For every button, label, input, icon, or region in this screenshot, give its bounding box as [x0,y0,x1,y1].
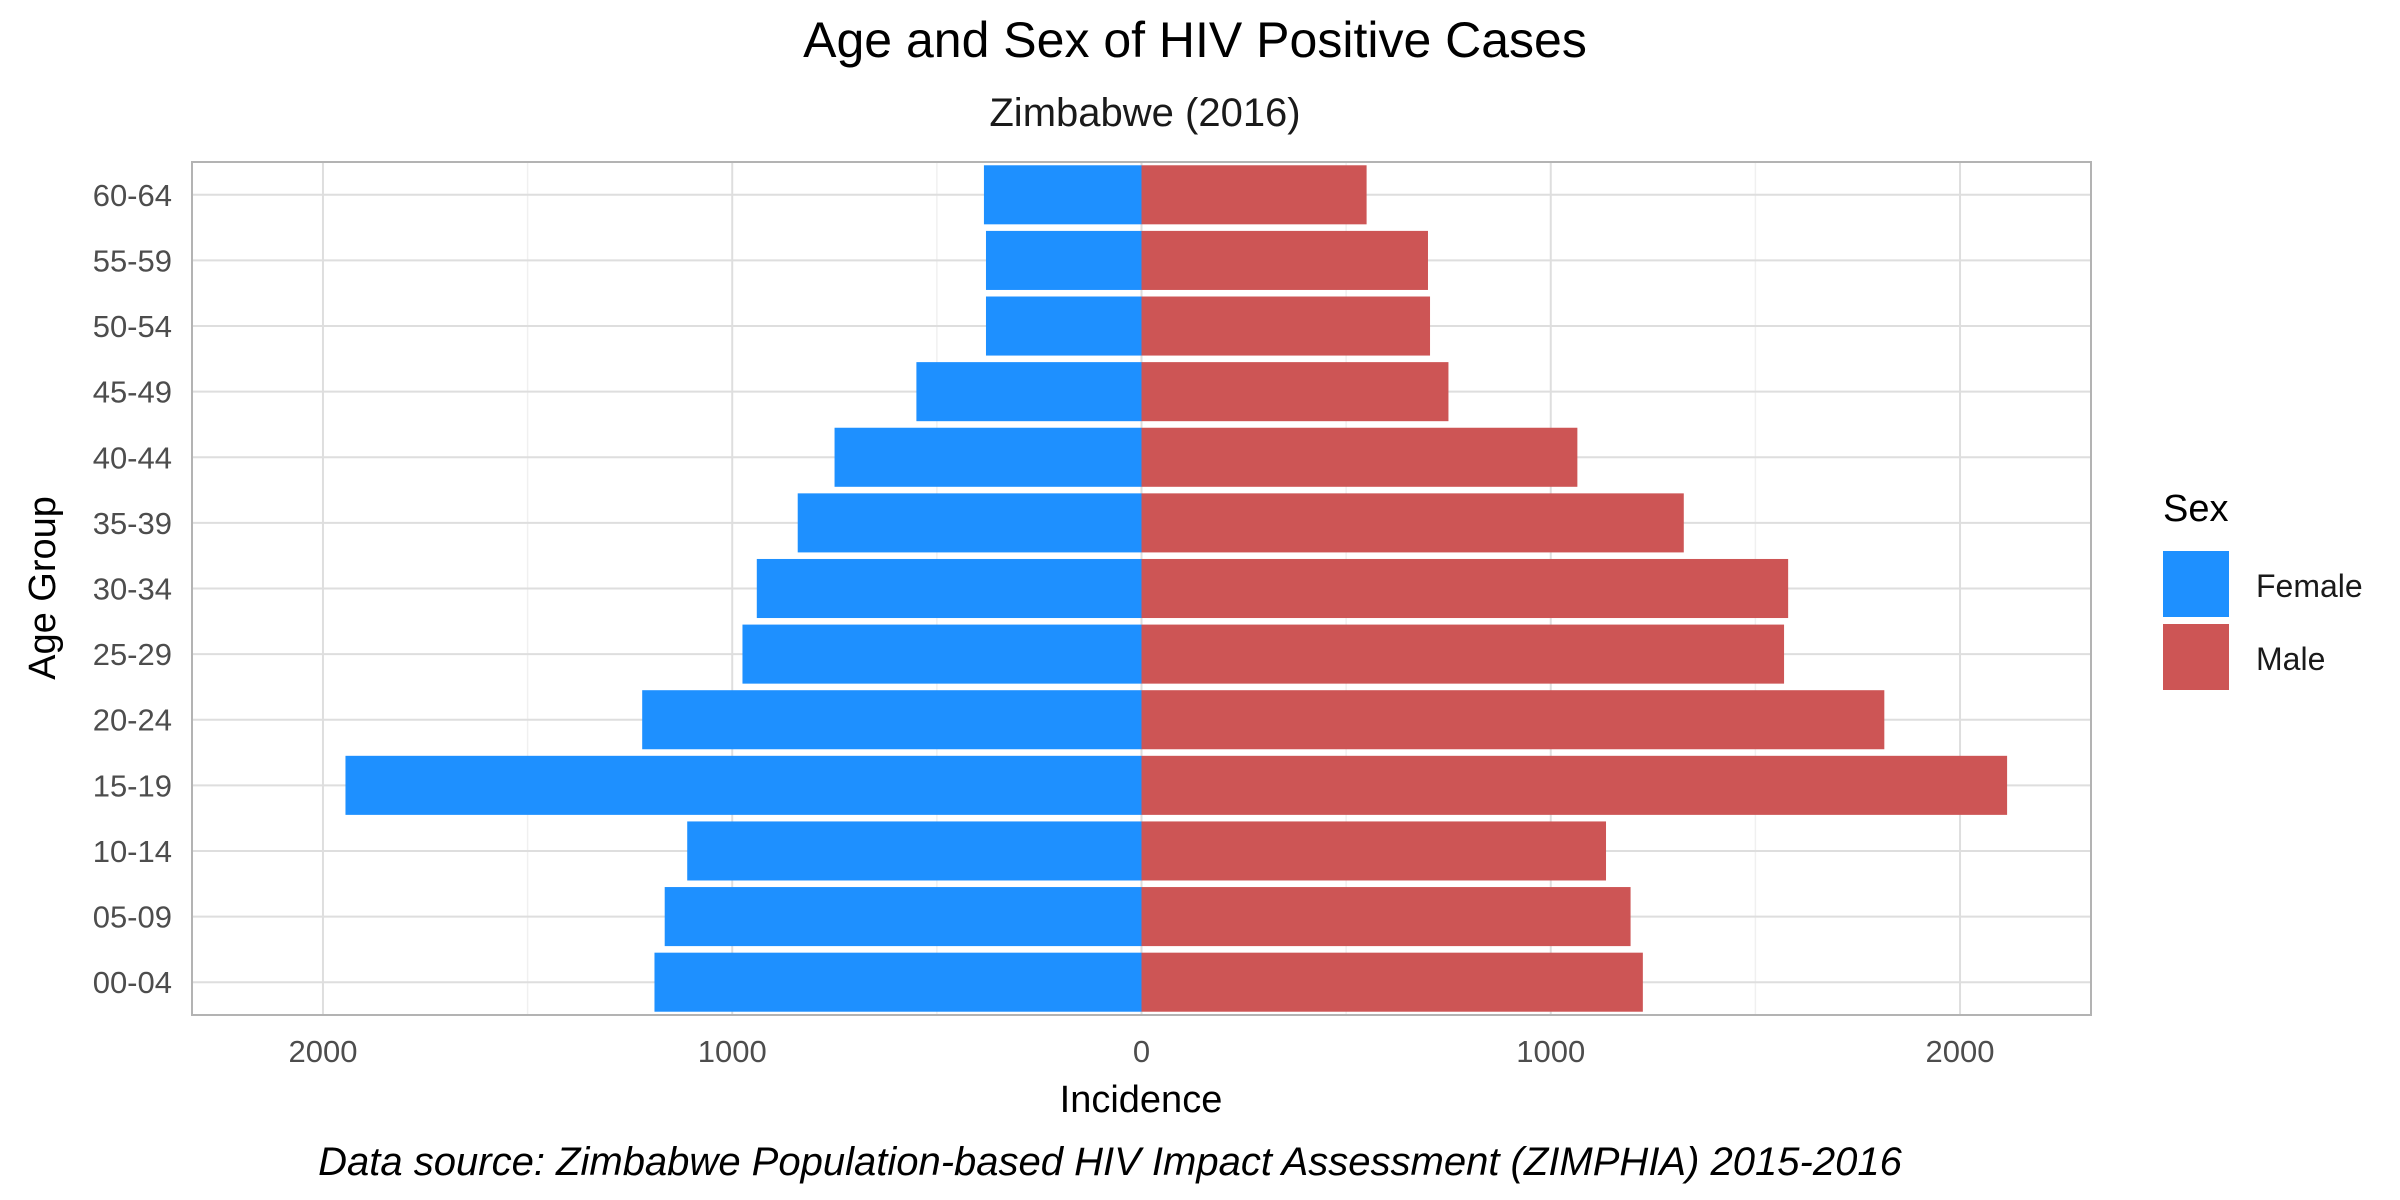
chart-caption: Data source: Zimbabwe Population-based H… [318,1140,1902,1184]
bar-male-10-14 [1141,821,1607,881]
plot-panel-border [191,161,2092,1016]
bar-female-35-39 [797,493,1142,553]
bar-female-00-04 [654,952,1142,1012]
bar-female-25-29 [742,624,1142,684]
chart-title: Age and Sex of HIV Positive Cases [803,12,1587,68]
bar-male-25-29 [1141,624,1785,684]
y-tick-label: 30-34 [93,572,172,607]
bar-male-15-19 [1141,755,2008,815]
y-tick-label: 40-44 [93,440,172,475]
x-axis-label: Incidence [1060,1079,1223,1121]
y-tick-label: 05-09 [93,900,172,935]
y-tick-label: 60-64 [93,178,172,213]
x-tick-label: 0 [1133,1034,1150,1069]
legend-label-male: Male [2256,641,2325,677]
bar-male-20-24 [1141,690,1885,750]
y-tick-label: 10-14 [93,834,172,869]
y-tick-label: 45-49 [93,375,172,410]
bar-female-45-49 [916,362,1142,422]
bar-male-40-44 [1141,427,1578,487]
legend: Sex Female Male [2163,488,2363,690]
bar-female-55-59 [985,230,1142,290]
bar-male-30-34 [1141,558,1789,619]
bar-female-40-44 [834,427,1142,487]
y-tick-label: 35-39 [93,506,172,541]
y-tick-label: 20-24 [93,703,172,738]
legend-title: Sex [2163,488,2228,530]
bar-male-05-09 [1141,887,1631,947]
bar-female-05-09 [664,887,1142,947]
bars-layer [345,165,2008,1012]
bar-female-50-54 [985,296,1142,356]
bar-male-55-59 [1141,230,1428,290]
y-tick-layer: 00-04 05-09 10-14 15-19 20-24 25-29 30-34 35-39… [93,178,172,1000]
y-tick-label: 55-59 [93,243,172,278]
bar-female-30-34 [756,558,1142,619]
bar-female-60-64 [983,165,1142,225]
y-tick-label: 15-19 [93,768,172,803]
legend-label-female: Female [2256,568,2363,604]
bar-male-00-04 [1141,952,1643,1012]
bar-male-45-49 [1141,362,1449,422]
y-axis-label: Age Group [22,496,64,680]
bar-female-10-14 [687,821,1142,881]
y-tick-label: 50-54 [93,309,172,344]
x-tick-label: 1000 [1516,1034,1585,1069]
bar-male-60-64 [1141,165,1367,225]
y-tick-label: 00-04 [93,965,172,1000]
bar-male-50-54 [1141,296,1431,356]
legend-key-female [2163,551,2229,617]
y-tick-label: 25-29 [93,637,172,672]
bar-female-20-24 [642,690,1142,750]
legend-key-male [2163,624,2229,690]
bar-male-35-39 [1141,493,1684,553]
x-tick-label: 1000 [698,1034,767,1069]
x-tick-label: 2000 [1926,1034,1995,1069]
chart-subtitle: Zimbabwe (2016) [989,91,1300,135]
x-tick-layer: 2000 1000 0 1000 2000 [288,1034,1994,1069]
x-tick-label: 2000 [288,1034,357,1069]
bar-female-15-19 [345,755,1142,815]
